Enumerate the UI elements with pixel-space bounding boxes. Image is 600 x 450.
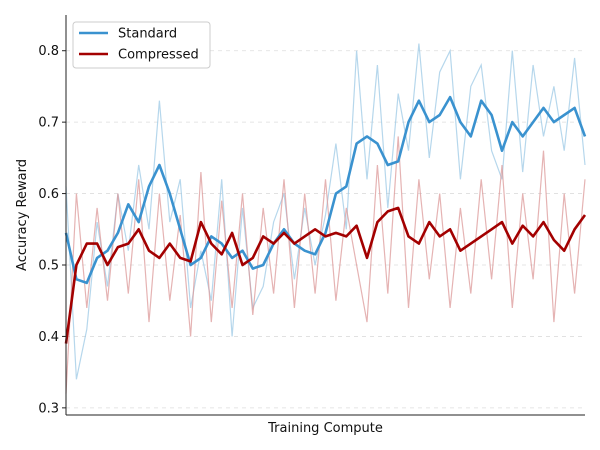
y-tick-label-4: 0.7 [38,116,59,131]
y-tick-label-5: 0.8 [38,44,59,59]
axes [65,15,585,416]
standard-raw-line [65,43,586,380]
legend-label-compressed: Compressed [118,48,199,63]
y-tick-label-1: 0.4 [38,330,59,345]
x-axis-label: Training Compute [267,421,383,436]
grid-lines [66,50,585,409]
standard-smoothed-line [64,95,587,285]
smoothed-series-lines [64,95,587,344]
y-axis-label: Accuracy Reward [15,159,30,271]
y-tick-label-0: 0.3 [38,401,59,416]
y-tick-label-2: 0.5 [38,259,59,274]
y-tick-label-3: 0.6 [38,187,59,202]
compressed-raw-line [65,136,586,394]
y-ticks: 0.3 0.4 0.5 0.6 0.7 0.8 [38,44,66,416]
compressed-smoothed-line [64,206,587,344]
raw-series-lines [65,43,586,394]
legend-label-standard: Standard [118,27,177,42]
legend: Standard Compressed [72,21,211,69]
